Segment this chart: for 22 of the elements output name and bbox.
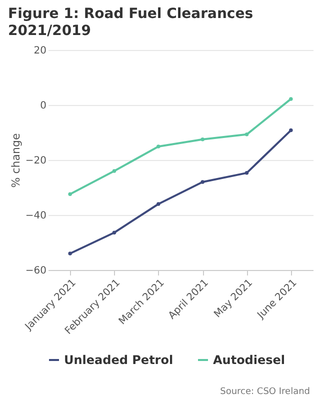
point — [289, 97, 293, 101]
point — [200, 180, 204, 184]
y-tick-label: −20 — [25, 156, 46, 166]
y-tick-label: 20 — [34, 46, 46, 56]
chart-title: Figure 1: Road Fuel Clearances 2021/2019 — [7, 5, 254, 40]
legend-label: Autodiesel — [213, 353, 286, 367]
legend-label: Unleaded Petrol — [64, 353, 174, 367]
point — [112, 230, 116, 234]
y-tick-label: −60 — [25, 266, 46, 276]
y-tick-label: −40 — [25, 210, 46, 222]
point — [112, 169, 116, 173]
point — [244, 171, 249, 175]
point — [244, 132, 249, 136]
point — [200, 138, 204, 142]
point — [156, 202, 160, 206]
point — [68, 192, 72, 196]
y-axis-title: % change — [9, 133, 22, 188]
source-note: Source: CSO Ireland — [219, 387, 311, 397]
point — [289, 128, 293, 132]
point — [68, 252, 72, 256]
point — [156, 144, 160, 148]
y-tick-label: 0 — [40, 100, 46, 112]
